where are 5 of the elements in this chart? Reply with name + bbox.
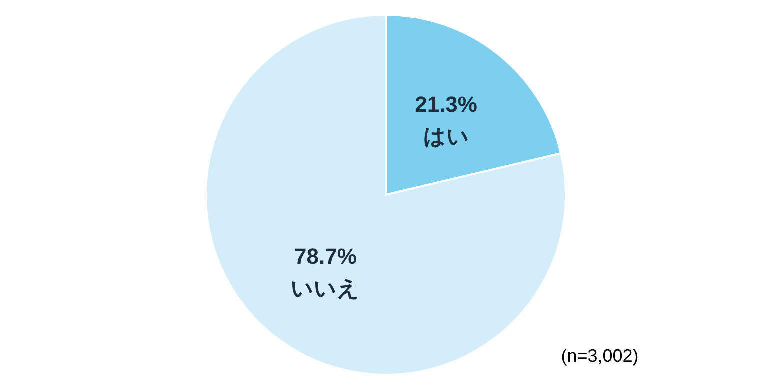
- text: (n=3,002): [561, 346, 639, 366]
- slice-label: いいえ: [291, 276, 360, 302]
- data-label: 21.3%: [415, 92, 478, 117]
- data-label: 78.7%: [294, 244, 357, 270]
- slice-label: はい: [423, 124, 470, 149]
